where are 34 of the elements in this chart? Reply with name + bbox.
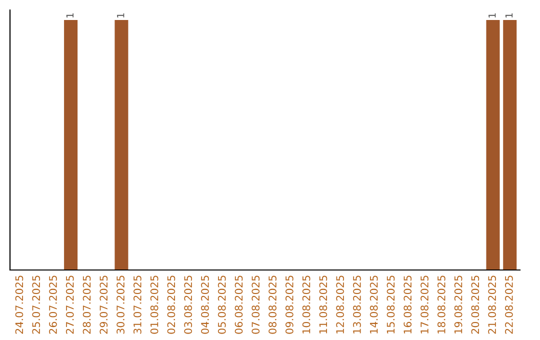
x-tick-label: 17.08.2025 — [420, 276, 428, 334]
x-tick-label: 24.07.2025 — [15, 276, 24, 334]
x-tick-label: 22.08.2025 — [505, 276, 513, 334]
x-tick-label: 06.08.2025 — [234, 276, 243, 334]
x-tick-label: 07.08.2025 — [252, 276, 260, 334]
x-tick-label: 31.07.2025 — [133, 276, 142, 334]
x-tick-label: 12.08.2025 — [336, 276, 344, 334]
x-tick-label: 09.08.2025 — [285, 276, 294, 334]
data-label: 1 — [505, 13, 513, 18]
x-tick-label: 04.08.2025 — [201, 276, 209, 334]
x-tick-label: 14.08.2025 — [370, 276, 378, 334]
x-tick-label: 19.08.2025 — [454, 276, 462, 334]
x-tick-label: 20.08.2025 — [471, 276, 480, 334]
data-label: 1 — [488, 13, 496, 18]
x-tick-label: 10.08.2025 — [302, 276, 310, 334]
x-tick-label: 16.08.2025 — [404, 276, 412, 334]
x-tick-label: 01.08.2025 — [150, 276, 158, 334]
x-tick-label: 02.08.2025 — [167, 276, 176, 334]
x-tick-label: 18.08.2025 — [437, 276, 446, 334]
data-label: 1 — [117, 13, 124, 18]
x-tick-label: 13.08.2025 — [353, 276, 361, 334]
x-tick-label: 15.08.2025 — [386, 276, 395, 334]
x-tick-label: 11.08.2025 — [319, 276, 328, 334]
x-tick-label: 05.08.2025 — [218, 276, 226, 334]
x-tick-label: 27.07.2025 — [66, 276, 74, 334]
x-tick-label: 25.07.2025 — [32, 276, 40, 334]
x-tick-label: 30.07.2025 — [116, 276, 124, 334]
x-tick-label: 21.08.2025 — [488, 276, 496, 334]
data-label: 1 — [66, 13, 74, 18]
x-tick-label: 03.08.2025 — [184, 276, 192, 334]
x-tick-label: 29.07.2025 — [100, 276, 108, 334]
x-tick-label: 26.07.2025 — [49, 276, 57, 334]
x-tick-label: 08.08.2025 — [268, 276, 276, 334]
x-tick-label: 28.07.2025 — [82, 276, 91, 334]
